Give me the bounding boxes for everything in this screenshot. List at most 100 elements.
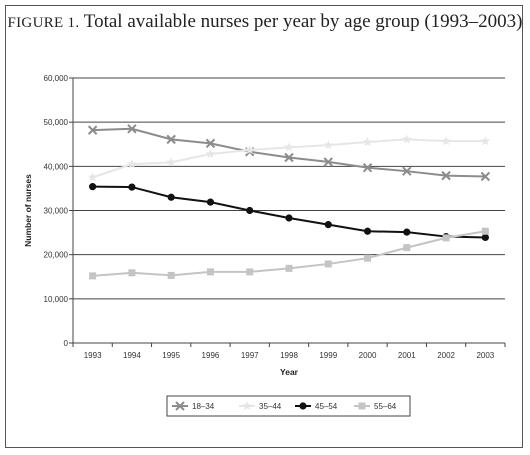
legend-label: 55–64 [374,402,397,411]
data-point [441,136,451,146]
marker-stroke [127,124,137,134]
x-tick-label: 1998 [280,351,298,360]
legend-box [166,395,411,417]
x-tick-label: 2001 [398,351,416,360]
data-point [285,214,293,222]
series-line [92,127,486,178]
data-point [481,227,489,235]
marker-stroke [205,138,216,149]
legend-label: 45–54 [315,402,338,411]
x-axis-title: Year [280,367,299,377]
data-point [128,183,136,191]
data-point [166,157,176,167]
legend-label: 18–34 [192,402,215,411]
y-tick-label: 50,000 [44,118,69,127]
y-tick-label: 40,000 [44,162,69,171]
data-point [206,268,214,276]
series-35–44 [87,134,491,182]
gridlines [73,77,505,300]
x-tick-label: 1996 [202,351,220,360]
legend-item: 55–64 [354,402,397,411]
data-point [481,233,489,242]
data-point [402,166,412,176]
series-lines [87,124,491,280]
marker-stroke [175,401,185,411]
y-tick-label: 10,000 [44,295,69,304]
data-point [364,254,372,262]
chart-title-text: Total available nurses per year by age g… [83,11,523,32]
data-point [246,206,254,215]
data-point [403,244,411,252]
x-tick-label: 2002 [437,351,455,360]
legend-item: 45–54 [295,402,338,411]
data-point [205,148,216,159]
data-point [244,144,255,155]
data-point [363,227,372,235]
y-tick-label: 30,000 [44,207,69,216]
y-tick-label: 0 [64,339,69,348]
x-tick-label: 1995 [162,351,180,360]
data-point [89,183,97,191]
data-point [205,138,216,149]
data-point [89,272,97,280]
marker-stroke [323,157,333,167]
data-point [284,152,294,163]
data-point [323,157,333,167]
marker-stroke [402,166,412,176]
data-point [441,170,451,181]
marker-stroke [284,152,294,163]
series-line [92,185,486,239]
data-point [402,134,412,144]
data-point [127,159,137,169]
legend-item: 18–34 [172,401,215,411]
legend-label: 35–44 [259,402,282,411]
data-point [206,198,215,206]
marker-stroke [480,171,491,182]
data-point [362,137,373,147]
series-55–64 [89,227,489,280]
x-tick-label: 2000 [359,351,377,360]
data-point [442,234,450,242]
data-point [87,172,98,182]
data-point [166,134,176,145]
data-point [324,260,332,268]
figure-frame [5,5,523,448]
data-point [246,268,254,276]
data-point [362,162,373,173]
x-tick-label: 1997 [241,351,259,360]
legend: 18–34 35–44 45–54 55–64 [166,395,411,417]
x-tick-label: 1993 [84,351,102,360]
data-point [403,228,411,236]
y-axis-title: Number of nurses [23,174,33,247]
x-tick-label: 1999 [319,351,337,360]
data-point [480,171,491,182]
data-point [323,140,334,150]
data-point [87,125,98,135]
legend-marker [299,402,307,410]
legend-marker [242,401,252,411]
axes: 0 10,000 20,000 30,000 40,000 50,000 60,000 199… [44,74,506,360]
figure-number: FIGURE 1. [7,15,80,31]
data-point [128,269,136,277]
x-tick-label: 2003 [476,351,494,360]
x-tick-label: 1994 [123,351,141,360]
series-18–34 [87,124,491,182]
legend-item: 35–44 [239,401,282,411]
data-point [284,142,294,152]
marker-stroke [362,162,373,173]
legend-marker [358,402,366,410]
data-point [285,264,293,272]
data-point [324,221,332,229]
data-point [127,124,137,134]
marker-stroke [441,170,451,181]
marker-stroke [87,125,98,135]
data-point [167,193,175,201]
data-point [480,136,491,146]
data-point [167,271,175,279]
series-45–54 [89,183,489,242]
chart-title: FIGURE 1. Total available nurses per yea… [0,11,530,33]
marker-stroke [166,134,176,145]
legend-marker [175,401,185,411]
y-tick-label: 20,000 [44,251,69,260]
